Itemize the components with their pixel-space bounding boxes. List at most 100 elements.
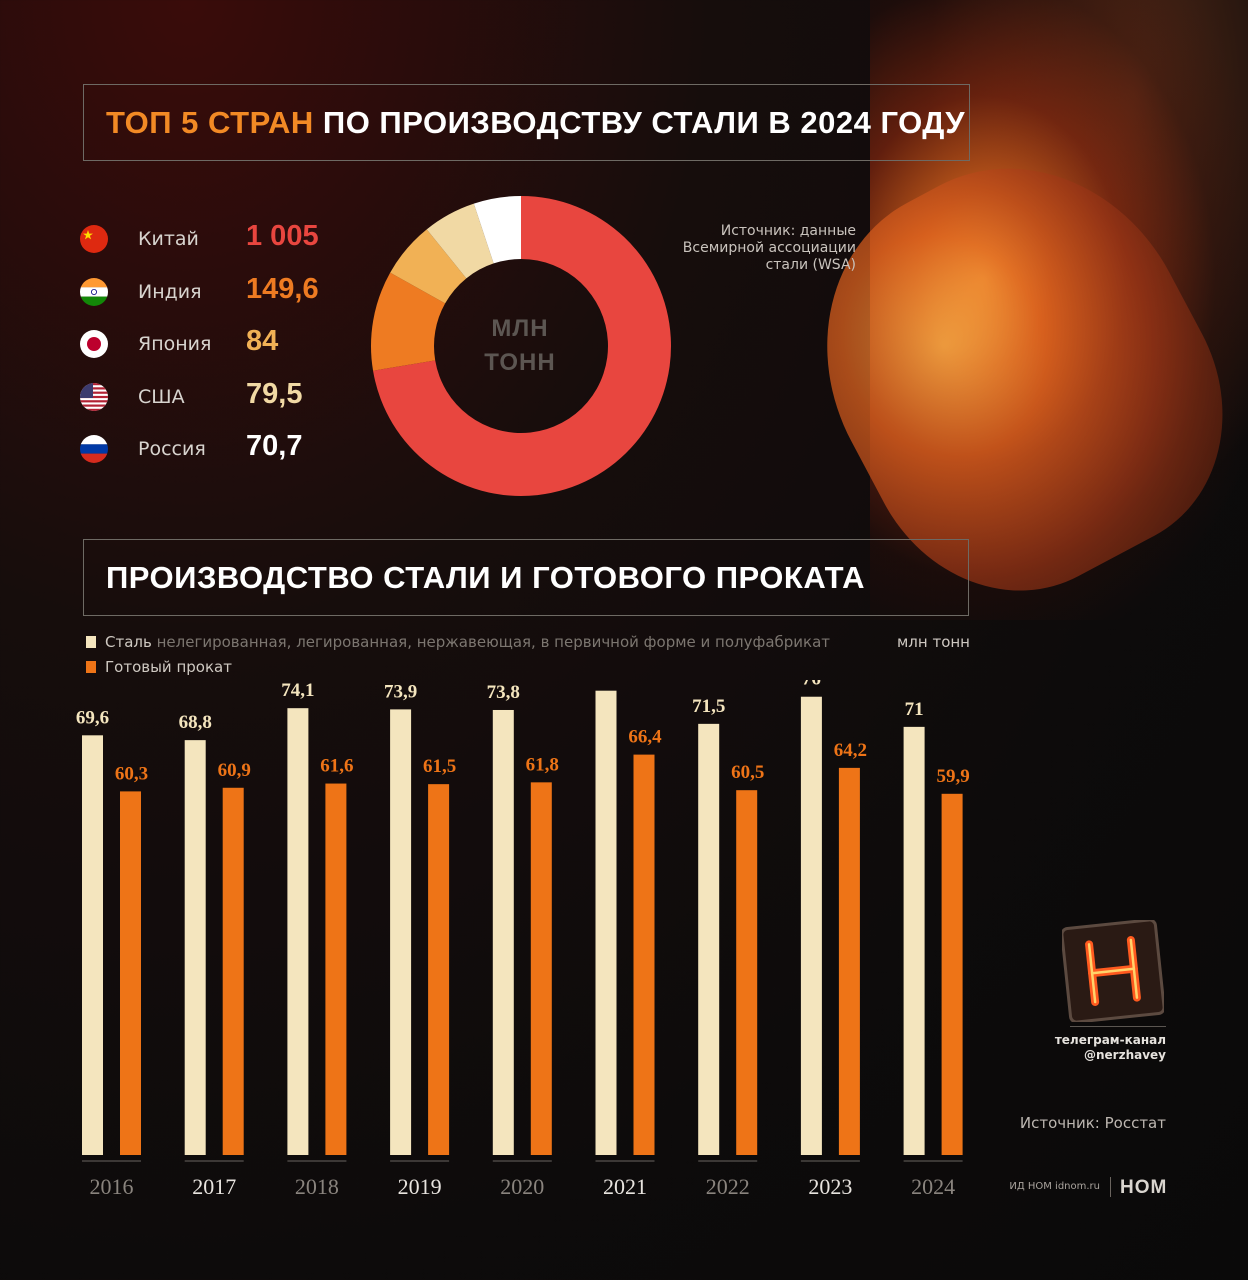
wsa-source-line3: стали (WSA) bbox=[765, 257, 856, 273]
country-row-china: Китай 1 005 bbox=[80, 219, 360, 259]
bar-steel bbox=[903, 726, 925, 1155]
india-flag-icon bbox=[80, 278, 108, 306]
bar-chart: 69,6 60,3 2016 68,8 60,9 2017 74,1 61,6 2018 73,9… bbox=[76, 680, 970, 1199]
bar-rolled bbox=[428, 784, 450, 1155]
country-name: Россия bbox=[138, 438, 206, 460]
bar-rolled bbox=[530, 782, 552, 1155]
bar-steel bbox=[82, 735, 103, 1155]
data-label-rolled: 61,6 bbox=[320, 756, 353, 777]
logo-caption: телеграм-канал @nerzhavey bbox=[1040, 1033, 1166, 1063]
x-tick-label: 2018 bbox=[295, 1174, 339, 1199]
donut-center-label: МЛН ТОНН bbox=[420, 312, 620, 380]
rosstat-source-note: Источник: Росстат bbox=[1019, 1114, 1166, 1132]
x-tick-label: 2016 bbox=[90, 1174, 134, 1199]
data-label-steel: 73,9 bbox=[384, 681, 417, 702]
country-name: Китай bbox=[138, 228, 199, 250]
data-label-steel: 74,1 bbox=[281, 680, 314, 701]
data-label-rolled: 59,9 bbox=[936, 766, 969, 787]
data-label-rolled: 60,5 bbox=[731, 762, 764, 783]
donut-center-line2: ТОНН bbox=[484, 349, 556, 376]
donut-center-line1: МЛН bbox=[491, 315, 549, 342]
country-value: 70,7 bbox=[246, 430, 303, 462]
legend-steel-sublabel: нелегированная, легированная, нержавеюща… bbox=[151, 633, 831, 651]
bar-steel bbox=[287, 708, 309, 1155]
country-value: 1 005 bbox=[246, 220, 319, 252]
data-label-steel: 71,5 bbox=[692, 696, 725, 717]
logo-caption-line2: @nerzhavey bbox=[1083, 1048, 1166, 1062]
bar-rolled bbox=[838, 767, 860, 1155]
donut-slice-india bbox=[371, 272, 446, 371]
legend-rolled-label: Готовый прокат bbox=[105, 658, 232, 676]
logo-caption-line1: телеграм-канал bbox=[1054, 1033, 1166, 1047]
country-name: США bbox=[138, 386, 185, 408]
x-tick-label: 2019 bbox=[398, 1174, 442, 1199]
bar-steel bbox=[492, 709, 514, 1155]
data-label-steel: 71 bbox=[905, 699, 924, 720]
logo-divider bbox=[1070, 1026, 1166, 1027]
country-value: 79,5 bbox=[246, 378, 303, 410]
top5-title-accent: ТОП 5 СТРАН bbox=[106, 104, 314, 140]
units-label: млн тонн bbox=[896, 633, 970, 651]
country-row-india: Индия 149,6 bbox=[80, 272, 360, 312]
x-tick-label: 2021 bbox=[603, 1174, 647, 1199]
data-label-rolled: 61,8 bbox=[526, 754, 559, 775]
legend-rolled: Готовый прокат bbox=[86, 658, 232, 676]
production-title: ПРОИЗВОДСТВО СТАЛИ И ГОТОВОГО ПРОКАТА bbox=[83, 539, 969, 616]
bar-steel bbox=[595, 690, 617, 1155]
japan-flag-icon bbox=[80, 330, 108, 358]
usa-flag-icon bbox=[80, 383, 108, 411]
country-row-russia: Россия 70,7 bbox=[80, 429, 360, 469]
bar-rolled bbox=[222, 787, 244, 1155]
donut-slice-china bbox=[373, 196, 671, 496]
x-tick-label: 2017 bbox=[192, 1174, 236, 1199]
bar-steel bbox=[184, 740, 206, 1155]
country-name: Индия bbox=[138, 281, 202, 303]
x-tick-label: 2022 bbox=[706, 1174, 750, 1199]
bar-rolled bbox=[120, 791, 141, 1155]
production-title-text: ПРОИЗВОДСТВО СТАЛИ И ГОТОВОГО ПРОКАТА bbox=[106, 559, 866, 595]
footer-publisher: ИД НОМ idnom.ru bbox=[1009, 1181, 1100, 1192]
x-tick-label: 2020 bbox=[500, 1174, 544, 1199]
china-flag-icon bbox=[80, 225, 108, 253]
data-label-rolled: 64,2 bbox=[834, 740, 867, 761]
data-label-rolled: 60,3 bbox=[115, 763, 148, 784]
bar-steel bbox=[800, 696, 822, 1155]
data-label-steel: 76 bbox=[802, 680, 821, 690]
country-value: 149,6 bbox=[246, 273, 319, 305]
footer-brand-logo: НОМ bbox=[1120, 1177, 1168, 1198]
footer-divider bbox=[1110, 1177, 1111, 1197]
bar-rolled bbox=[941, 793, 963, 1155]
country-value: 84 bbox=[246, 325, 279, 357]
donut-slice-usa bbox=[426, 203, 494, 279]
legend-steel-swatch bbox=[86, 636, 96, 648]
x-tick-label: 2023 bbox=[808, 1174, 852, 1199]
country-row-japan: Япония 84 bbox=[80, 324, 360, 364]
country-name: Япония bbox=[138, 333, 212, 355]
bar-rolled bbox=[325, 783, 347, 1155]
data-label-steel: 69,6 bbox=[76, 707, 109, 728]
legend-steel: Сталь нелегированная, легированная, нерж… bbox=[86, 633, 830, 651]
russia-flag-icon bbox=[80, 435, 108, 463]
data-label-steel: 73,8 bbox=[487, 682, 520, 703]
data-label-rolled: 61,5 bbox=[423, 756, 456, 777]
bar-rolled bbox=[633, 754, 655, 1155]
wsa-source-note: Источник: данные Всемирной ассоциации ст… bbox=[640, 223, 856, 274]
channel-logo bbox=[1060, 918, 1166, 1024]
legend-rolled-swatch bbox=[86, 661, 96, 673]
wsa-source-line1: Источник: данные bbox=[720, 223, 856, 239]
country-row-usa: США 79,5 bbox=[80, 377, 360, 417]
legend-steel-label: Сталь bbox=[105, 633, 152, 651]
data-label-rolled: 60,9 bbox=[218, 760, 251, 781]
bar-steel bbox=[390, 709, 412, 1155]
bar-steel bbox=[698, 723, 720, 1155]
donut-slice-japan bbox=[390, 229, 467, 304]
bar-rolled bbox=[736, 790, 758, 1155]
data-label-steel: 77 bbox=[597, 680, 617, 684]
donut-chart bbox=[371, 196, 671, 496]
donut-slice-russia bbox=[473, 196, 521, 264]
wsa-source-line2: Всемирной ассоциации bbox=[682, 240, 856, 256]
data-label-rolled: 66,4 bbox=[628, 727, 662, 748]
top5-title-rest: ПО ПРОИЗВОДСТВУ СТАЛИ В 2024 ГОДУ bbox=[313, 104, 966, 140]
top5-title: ТОП 5 СТРАН ПО ПРОИЗВОДСТВУ СТАЛИ В 2024… bbox=[83, 84, 970, 161]
data-label-steel: 68,8 bbox=[179, 712, 212, 733]
